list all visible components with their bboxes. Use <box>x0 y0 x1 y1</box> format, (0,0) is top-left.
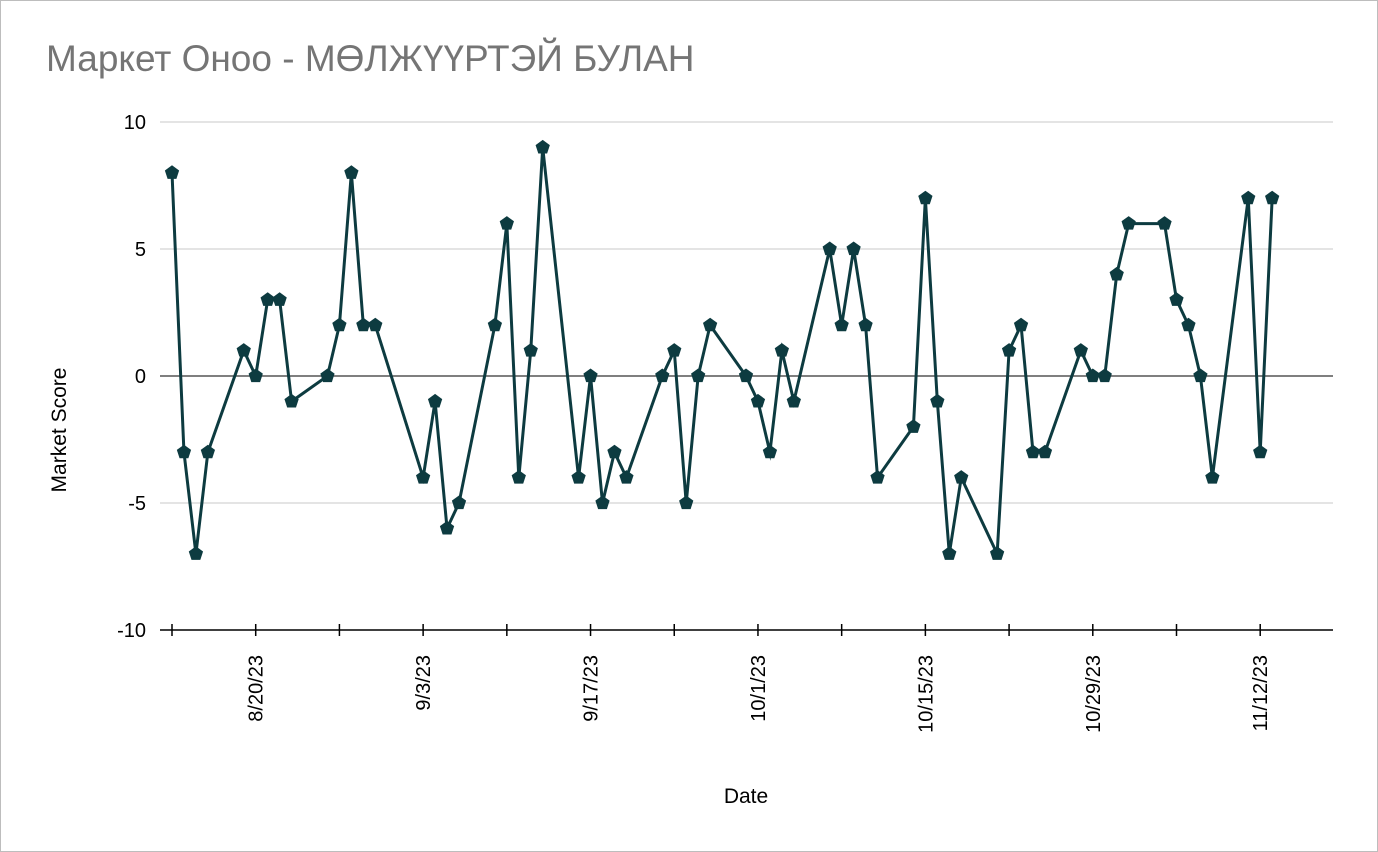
data-point <box>344 165 359 179</box>
data-point <box>1025 444 1041 459</box>
y-axis-title: Market Score <box>48 368 71 493</box>
data-point <box>774 343 790 357</box>
data-point <box>942 546 957 560</box>
data-point <box>954 470 969 484</box>
data-point <box>272 292 287 306</box>
data-point <box>260 292 275 306</box>
y-tick-label: -10 <box>117 620 146 642</box>
data-point <box>1013 317 1029 332</box>
x-tick-label: 10/15/23 <box>915 655 937 733</box>
data-point <box>989 546 1005 560</box>
data-point <box>750 393 766 408</box>
data-point <box>1073 343 1088 357</box>
x-tick-label: 11/12/23 <box>1250 655 1272 731</box>
x-tick-label: 8/20/23 <box>246 655 268 722</box>
data-point <box>1085 368 1100 383</box>
data-point <box>200 444 216 459</box>
data-point <box>702 317 718 332</box>
data-point <box>1241 190 1256 205</box>
data-point <box>487 317 503 332</box>
data-point <box>762 444 778 459</box>
data-point <box>284 393 299 408</box>
data-point <box>332 317 347 332</box>
y-tick-label: 0 <box>135 366 146 388</box>
series-line <box>170 147 1274 560</box>
data-point <box>583 368 598 383</box>
data-point <box>1253 444 1268 459</box>
data-point <box>870 470 885 484</box>
data-point <box>535 139 550 154</box>
data-point <box>236 343 251 357</box>
x-axis <box>160 624 1333 636</box>
data-point <box>571 470 586 484</box>
data-point <box>1001 343 1017 357</box>
chart-title: Маркет Оноо - МӨЛЖҮҮРТЭЙ БУЛАН <box>46 38 695 79</box>
data-point <box>1181 317 1196 332</box>
data-point <box>368 317 383 332</box>
data-point <box>439 520 455 535</box>
data-point <box>1121 216 1136 230</box>
data-point <box>188 546 204 560</box>
data-point <box>918 190 933 205</box>
data-point <box>164 165 180 179</box>
data-point <box>1157 216 1172 230</box>
data-point <box>320 368 335 383</box>
data-point <box>858 317 873 332</box>
data-point <box>1037 444 1053 459</box>
x-tick-label: 10/29/23 <box>1083 655 1105 733</box>
data-point <box>679 495 694 510</box>
data-point <box>511 470 526 484</box>
data-point <box>738 368 754 383</box>
data-point <box>691 368 706 383</box>
data-point <box>786 393 801 408</box>
data-point <box>427 393 443 408</box>
data-point <box>619 470 634 484</box>
y-axis-tick-labels: 10 5 0 -5 -10 <box>117 112 146 642</box>
x-tick-label: 9/17/23 <box>581 655 603 722</box>
data-point <box>499 216 514 230</box>
y-tick-label: 10 <box>124 112 146 134</box>
data-point <box>655 368 670 383</box>
data-point <box>451 495 467 510</box>
data-point <box>1205 470 1220 484</box>
data-point <box>1265 190 1280 205</box>
data-point <box>415 470 431 484</box>
data-point <box>834 317 849 332</box>
gridlines <box>160 121 1333 504</box>
x-tick-label: 10/1/23 <box>748 655 770 722</box>
data-point <box>846 241 861 256</box>
data-point <box>248 368 263 383</box>
data-point <box>176 444 192 459</box>
series <box>164 139 1280 560</box>
data-point <box>1097 368 1112 383</box>
data-point <box>822 241 837 256</box>
data-point <box>523 343 538 357</box>
data-point <box>1109 266 1124 281</box>
data-point <box>930 393 945 408</box>
data-point <box>667 343 682 357</box>
y-tick-label: 5 <box>135 239 146 261</box>
y-tick-label: -5 <box>128 493 146 515</box>
data-point <box>1169 292 1184 306</box>
data-point <box>595 495 610 510</box>
x-tick-label: 9/3/23 <box>413 655 435 711</box>
data-point <box>356 317 371 332</box>
data-point <box>607 444 622 459</box>
data-point <box>906 419 921 433</box>
x-axis-tick-labels: 8/20/23 9/3/23 9/17/23 10/1/23 10/15/23 10/29… <box>246 655 1273 733</box>
data-point <box>1193 368 1208 383</box>
x-axis-title: Date <box>724 785 768 808</box>
